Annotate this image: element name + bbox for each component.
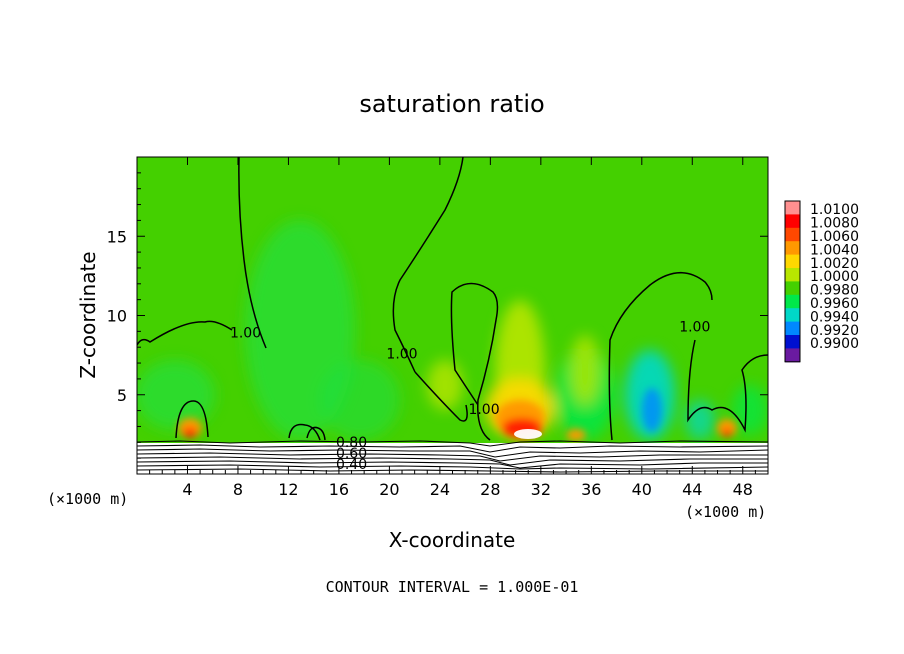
colorbar-swatch xyxy=(785,214,800,229)
x-axis: 4 8 12 16 20 24 28 32 36 40 44 48 xyxy=(149,157,756,499)
colorbar-label: 0.9980 xyxy=(810,283,859,299)
x-tick-label: 20 xyxy=(379,480,399,499)
contour-interval-note: CONTOUR INTERVAL = 1.000E-01 xyxy=(326,578,579,596)
x-tick-label: 8 xyxy=(233,480,243,499)
plot-area xyxy=(137,157,768,474)
x-tick-label: 36 xyxy=(581,480,601,499)
colorbar-swatch xyxy=(785,348,800,363)
colorbar-swatch xyxy=(785,294,800,309)
colorbar-swatch xyxy=(785,308,800,323)
x-tick-label: 4 xyxy=(182,480,192,499)
x-tick-label: 40 xyxy=(632,480,652,499)
colorbar-label: 0.9940 xyxy=(810,309,859,325)
chart-title: saturation ratio xyxy=(359,90,544,118)
colorbar-swatch xyxy=(785,281,800,296)
colorbar: 1.01001.00801.00601.00401.00201.00000.99… xyxy=(784,200,859,363)
y-axis-label: Z-coordinate xyxy=(76,251,100,378)
x-tick-label: 12 xyxy=(278,480,298,499)
colorbar-swatch xyxy=(785,201,800,215)
lower-contours xyxy=(137,440,768,473)
contour-label: 1.00 xyxy=(230,326,261,342)
y-axis: 5 10 15 xyxy=(107,172,768,459)
contour-label: 1.00 xyxy=(386,346,417,362)
contour-labels: 1.00 1.00 1.00 1.00 0.800.600.40 xyxy=(230,319,710,473)
colorbar-frame xyxy=(784,200,801,363)
colorbar-swatch xyxy=(785,268,800,282)
colorbar-label: 1.0000 xyxy=(810,269,859,285)
contour-label: 0.80 xyxy=(336,435,367,451)
colorbar-swatch xyxy=(785,227,800,242)
x-axis-label: X-coordinate xyxy=(389,528,516,552)
field-peak xyxy=(514,429,542,439)
x-unit-left: (×1000 m) xyxy=(47,490,128,508)
colorbar-label: 1.0100 xyxy=(810,202,859,218)
x-tick-label: 28 xyxy=(480,480,500,499)
y-tick-label: 10 xyxy=(107,307,127,326)
colorbar-label: 1.0060 xyxy=(810,229,859,245)
colorbar-label: 0.9960 xyxy=(810,296,859,312)
x-tick-label: 44 xyxy=(682,480,702,499)
colorbar-label: 1.0080 xyxy=(810,216,859,232)
contour-label: 0.60 xyxy=(336,446,367,462)
y-tick-label: 5 xyxy=(117,386,127,405)
colorbar-swatch xyxy=(785,241,800,256)
colorbar-swatch xyxy=(785,335,800,349)
contour-label: 0.40 xyxy=(336,457,367,473)
x-tick-label: 16 xyxy=(329,480,349,499)
x-tick-label: 48 xyxy=(733,480,753,499)
x-tick-label: 32 xyxy=(531,480,551,499)
y-tick-label: 15 xyxy=(107,227,127,246)
field-background xyxy=(137,157,768,474)
x-tick-label: 24 xyxy=(430,480,450,499)
unity-contours xyxy=(137,157,768,441)
colorbar-label: 1.0020 xyxy=(810,256,859,272)
colorbar-label: 0.9920 xyxy=(810,323,859,339)
contour-label: 1.00 xyxy=(468,402,499,418)
x-unit-right: (×1000 m) xyxy=(685,503,766,521)
colorbar-label: 1.0040 xyxy=(810,242,859,258)
colorbar-swatch xyxy=(785,254,800,269)
colorbar-label: 0.9900 xyxy=(810,336,859,352)
colorbar-swatch xyxy=(785,321,800,336)
contour-label: 1.00 xyxy=(679,319,710,335)
